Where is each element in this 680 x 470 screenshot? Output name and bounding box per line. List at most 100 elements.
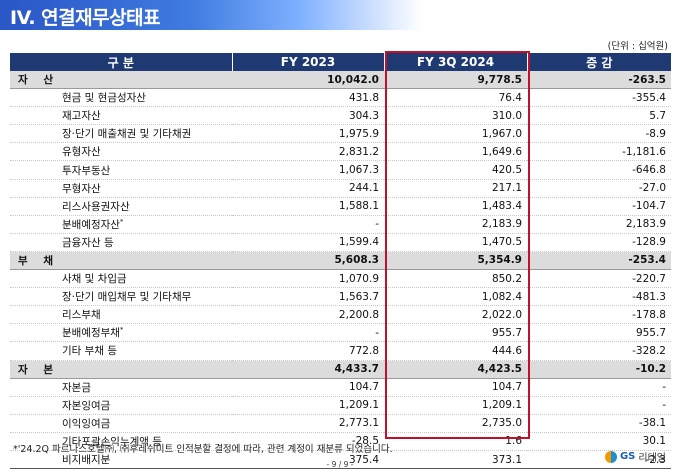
section-row: 부 채 5,608.3 5,354.9 -253.4 [10,251,671,271]
cell-fy2023: - [232,323,384,343]
cell-fy3q2024-text: 4,423.5 [477,363,522,376]
cell-fy3q2024: 1.6 [384,432,527,451]
cell-fy3q2024: 1,470.5 [384,233,527,252]
row-label-text: 투자부동산 [62,164,111,177]
row-label: 비지배지분 [10,450,232,470]
cell-change: -355.4 [527,88,671,108]
table-row: 기타 부채 등 772.8 444.6 -328.2 [10,341,671,361]
cell-fy2023: 244.1 [232,179,384,198]
row-label: 리스부채 [10,305,232,325]
cell-change: 2,183.9 [527,215,671,234]
cell-change: -481.3 [527,287,671,307]
row-label-text: 장·단기 매출채권 및 기타채권 [62,128,192,141]
cell-fy3q2024-text: 9,778.5 [477,73,522,86]
cell-fy2023-text: - [375,218,379,231]
cell-fy3q2024: 1,209.1 [384,396,527,415]
table-row: 자본잉여금 1,209.1 1,209.1 - [10,396,671,415]
cell-fy3q2024: 217.1 [384,179,527,198]
cell-fy3q2024-text: 104.7 [491,381,522,394]
cell-fy3q2024: 1,082.4 [384,287,527,307]
cell-change: -128.9 [527,233,671,252]
row-label: 자본금 [10,378,232,397]
cell-change: 5.7 [527,106,671,126]
row-label-text: 무형자산 [62,182,101,195]
row-label: 현금 및 현금성자산 [10,88,232,108]
cell-change: -1,181.6 [527,142,671,162]
cell-change: 955.7 [527,323,671,343]
cell-fy3q2024: 373.1 [384,450,527,470]
cell-change-text: 2,183.9 [625,218,666,231]
cell-fy2023-text: 1,209.1 [338,399,379,412]
cell-fy3q2024: 2,022.0 [384,305,527,325]
section-label: 자 본 [10,360,232,379]
cell-fy3q2024-text: 2,735.0 [481,417,522,430]
cell-fy2023-text: 1,563.7 [338,290,379,303]
row-label-text: 유형자산 [62,146,101,159]
cell-fy2023: 104.7 [232,378,384,397]
cell-change: -27.0 [527,179,671,198]
table-row: 사채 및 차입금 1,070.9 850.2 -220.7 [10,269,671,289]
column-header-fy2023: FY 2023 [231,53,384,71]
cell-fy3q2024-text: 1,470.5 [481,236,522,249]
row-label: 기타포괄손익누계액 등 [10,432,232,451]
cell-fy3q2024: 9,778.5 [384,71,527,90]
table-row: 투자부동산 1,067.3 420.5 -646.8 [10,160,671,180]
cell-fy3q2024-text: 1,209.1 [481,399,522,412]
logo-suffix: 리테일 [638,453,666,464]
cell-change: -38.1 [527,414,671,433]
cell-fy3q2024: 444.6 [384,341,527,361]
cell-fy2023-text: 4,433.7 [334,363,379,376]
footnote-marker: * [119,325,124,334]
row-label: 장·단기 매입채무 및 기타채무 [10,287,232,307]
cell-fy2023: -28.5 [232,432,384,451]
column-header-category: 구 분 [10,53,232,71]
table-row: 리스부채 2,200.8 2,022.0 -178.8 [10,305,671,325]
cell-fy2023: 1,975.9 [232,124,384,144]
row-label: 무형자산 [10,179,232,198]
row-label-text: 기타 부채 등 [62,345,117,358]
section-label-text: 자 산 [18,74,59,87]
cell-change-text: -178.8 [632,308,666,321]
row-label: 리스사용권자산 [10,197,232,216]
cell-fy2023-text: - [375,326,379,339]
cell-change: -178.8 [527,305,671,325]
cell-fy2023: 1,067.3 [232,160,384,180]
cell-change-text: -646.8 [632,164,666,177]
row-label: 금융자산 등 [10,233,232,252]
gs-logo-icon [604,450,617,463]
section-row: 자 산 10,042.0 9,778.5 -263.5 [10,71,671,90]
cell-fy3q2024: 1,649.6 [384,142,527,162]
cell-fy3q2024-text: 1,967.0 [481,127,522,140]
cell-fy2023: 2,773.1 [232,414,384,433]
row-label-text: 분배예정자산 [62,218,120,231]
cell-fy2023: 431.8 [232,88,384,108]
table-row: 장·단기 매출채권 및 기타채권 1,975.9 1,967.0 -8.9 [10,124,671,144]
cell-fy2023: 2,831.2 [232,142,384,162]
cell-fy3q2024-text: 310.0 [491,109,522,122]
cell-change-text: -355.4 [632,91,666,104]
cell-change-text: -1,181.6 [622,145,666,158]
row-label-text: 자본금 [62,381,91,394]
cell-fy3q2024: 5,354.9 [384,251,527,271]
cell-fy2023-text: 375.4 [348,453,379,466]
row-label: 기타 부채 등 [10,341,232,361]
row-label-text: 리스사용권자산 [62,200,130,213]
cell-change-text: -8.9 [645,127,667,140]
section-label: 부 채 [10,251,232,271]
table-row: 분배예정자산* - 2,183.9 2,183.9 [10,215,671,234]
section-row: 자 본 4,433.7 4,423.5 -10.2 [10,360,671,379]
cell-fy3q2024-text: 850.2 [491,272,522,285]
cell-change-text: - [662,381,666,394]
row-label-text: 이익잉여금 [62,417,111,430]
page-title: IV. 연결재무상태표 [10,7,161,29]
cell-fy2023: 2,200.8 [232,305,384,325]
cell-fy2023: 304.3 [232,106,384,126]
cell-fy2023-text: 431.8 [348,91,379,104]
column-header-change: 증 감 [526,53,671,71]
section-label-text: 자 본 [18,363,59,376]
company-logo: GS 리테일 [604,449,666,464]
cell-fy2023-text: 2,773.1 [338,417,379,430]
cell-change-text: 955.7 [635,326,666,339]
table-row: 비지배지분 375.4 373.1 -2.3 [10,450,671,470]
cell-change-text: -2.3 [645,453,667,466]
